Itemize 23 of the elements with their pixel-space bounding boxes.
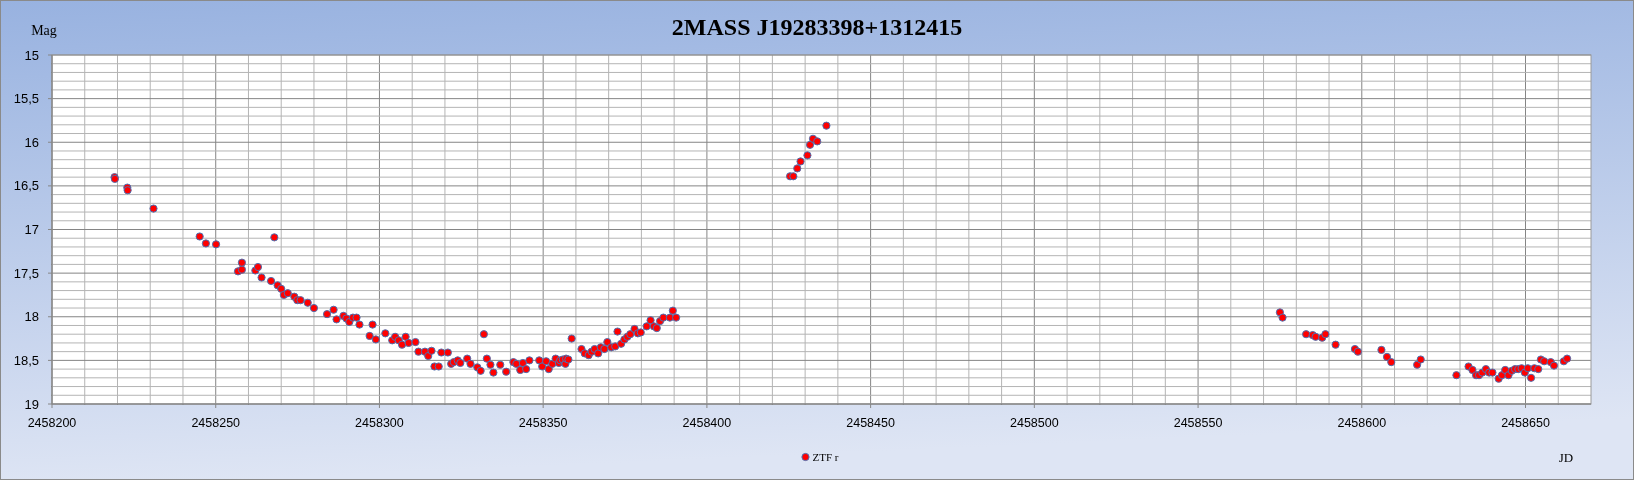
- y-tick-label: 15,5: [13, 91, 39, 107]
- x-tick-label: 2458200: [27, 416, 77, 430]
- x-tick-label: 2458600: [1337, 416, 1387, 430]
- x-tick-label: 2458400: [682, 416, 732, 430]
- y-tick-label: 16,5: [13, 178, 39, 194]
- y-tick-label: 18,5: [13, 352, 39, 368]
- y-tick-label: 17: [24, 222, 39, 237]
- legend-label: ZTF r: [812, 451, 839, 463]
- x-tick-label: 2458650: [1501, 416, 1550, 430]
- y-tick-label: 16: [24, 134, 39, 150]
- x-tick-label: 2458300: [355, 416, 404, 430]
- y-tick-label: 17,5: [13, 265, 39, 281]
- x-axis-title: JD: [1558, 450, 1574, 465]
- x-tick-label: 2458450: [846, 416, 895, 430]
- y-tick-label: 15: [24, 47, 39, 63]
- y-axis-title: Mag: [31, 23, 57, 38]
- x-tick-label: 2458250: [191, 416, 241, 430]
- x-tick-label: 2458500: [1010, 416, 1059, 430]
- chart-title: 2MASS J19283398+1312415: [671, 14, 963, 40]
- y-tick-label: 18: [24, 309, 39, 325]
- x-tick-label: 2458550: [1173, 416, 1223, 430]
- y-tick-label: 19: [24, 396, 39, 412]
- x-tick-label: 2458350: [518, 416, 568, 430]
